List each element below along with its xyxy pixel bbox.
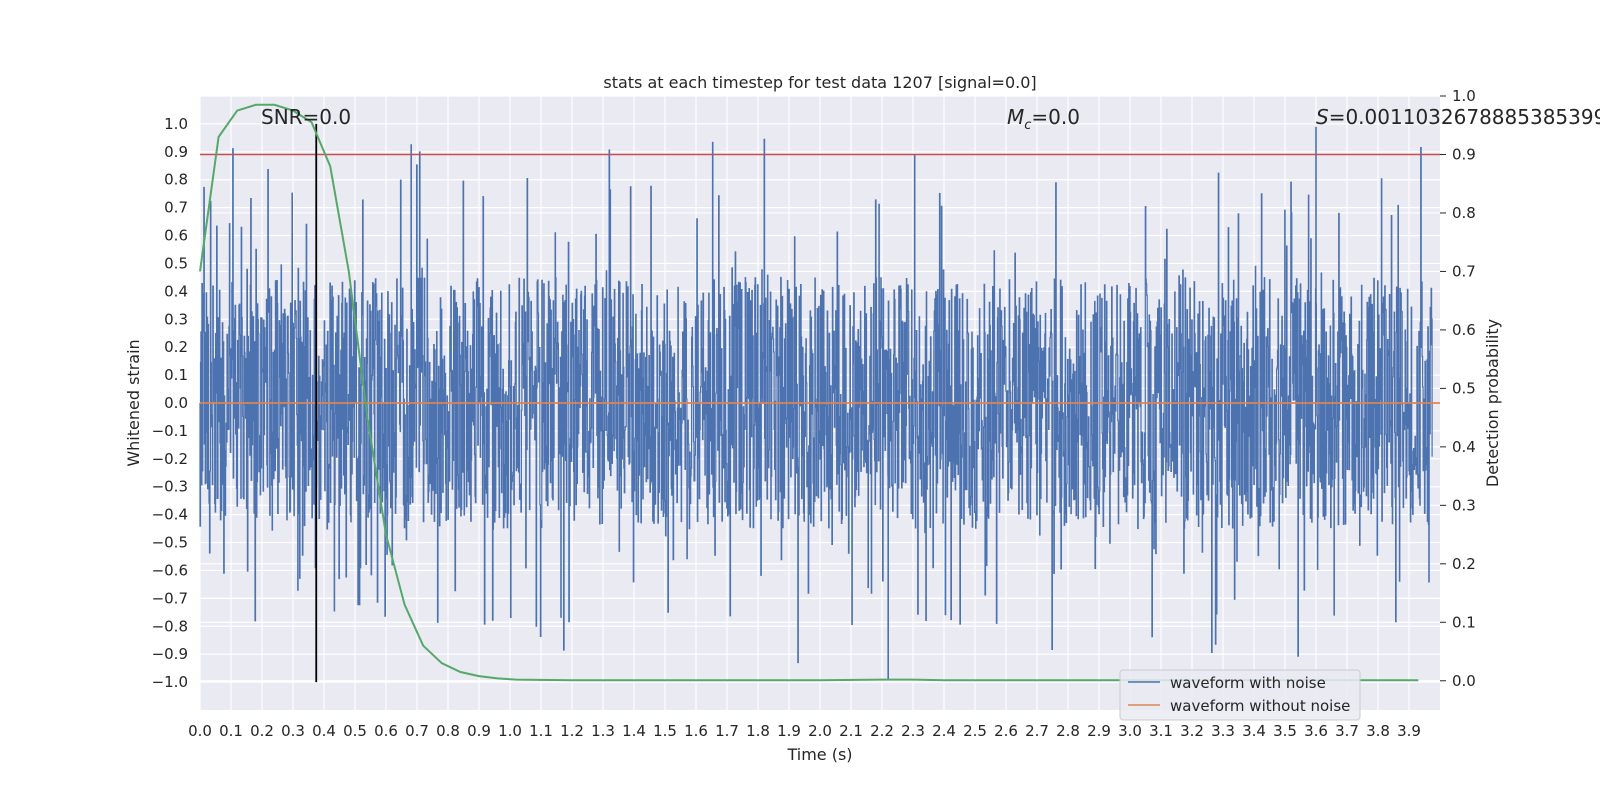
mc-annotation: Mc=0.0 <box>1007 105 1080 133</box>
x-tick-label: 1.8 <box>746 722 770 740</box>
x-tick-label: 0.8 <box>436 722 460 740</box>
legend: waveform with noise waveform without noi… <box>1119 669 1361 721</box>
y-tick-label: −0.1 <box>152 422 188 440</box>
y2-tick-label: 0.3 <box>1452 496 1476 514</box>
x-tick-label: 3.5 <box>1273 722 1297 740</box>
y2-tick-label: 0.5 <box>1452 379 1476 397</box>
y-tick-label: −0.3 <box>152 478 188 496</box>
y-tick-label: 0.5 <box>164 254 188 272</box>
y2-tick-label: 0.9 <box>1452 145 1476 163</box>
x-tick-label: 0.0 <box>188 722 212 740</box>
y2-tick-label: 0.1 <box>1452 613 1476 631</box>
x-tick-label: 3.6 <box>1304 722 1328 740</box>
x-tick-label: 3.2 <box>1180 722 1204 740</box>
y2-tick-label: 1.0 <box>1452 87 1476 105</box>
y-tick-label: 0.8 <box>164 171 188 189</box>
legend-label-clean: waveform without noise <box>1170 697 1350 715</box>
snr-annotation: SNR=0.0 <box>261 105 351 129</box>
y-tick-label: 0.9 <box>164 143 188 161</box>
x-tick-label: 2.1 <box>839 722 863 740</box>
legend-box <box>1119 669 1361 721</box>
y2-tick-label: 0.6 <box>1452 321 1476 339</box>
x-tick-label: 2.9 <box>1087 722 1111 740</box>
x-tick-label: 2.7 <box>1025 722 1049 740</box>
s-symbol: S <box>1316 105 1329 129</box>
x-tick-label: 3.1 <box>1149 722 1173 740</box>
x-tick-label: 0.7 <box>405 722 429 740</box>
x-tick-label: 2.3 <box>901 722 925 740</box>
s-annotation: S=0.0011032678885385399 <box>1316 105 1600 129</box>
x-tick-label: 0.3 <box>281 722 305 740</box>
y2-axis-label: Detection probability <box>1483 319 1502 487</box>
y-axis-label: Whitened strain <box>124 339 143 466</box>
y-tick-label: 0.0 <box>164 394 188 412</box>
y-tick-label: −0.6 <box>152 561 188 579</box>
mc-value: =0.0 <box>1031 105 1080 129</box>
y-tick-label: −0.5 <box>152 534 188 552</box>
y2-tick-label: 0.2 <box>1452 555 1476 573</box>
x-tick-label: 3.8 <box>1366 722 1390 740</box>
x-tick-label: 1.4 <box>622 722 646 740</box>
y-axis-ticks: 1.0 0.9 0.8 0.7 0.6 0.5 0.4 0.3 0.2 0.1 0.0 −0.1 −0.… <box>152 115 188 691</box>
x-tick-label: 1.5 <box>653 722 677 740</box>
y-tick-label: 0.2 <box>164 338 188 356</box>
x-tick-label: 1.1 <box>529 722 553 740</box>
y-tick-label: −0.2 <box>152 450 188 468</box>
y-tick-label: −1.0 <box>152 673 188 691</box>
x-tick-label: 0.9 <box>467 722 491 740</box>
y-tick-label: 0.6 <box>164 227 188 245</box>
x-axis-ticks: 0.0 0.1 0.2 0.3 0.4 0.5 0.6 0.7 0.8 0.9 1.0 1.1 1.2 1… <box>188 722 1421 740</box>
noise-trace <box>199 138 1433 664</box>
mc-subscript: c <box>1024 118 1031 133</box>
chart-title: stats at each timestep for test data 120… <box>603 73 1036 92</box>
x-tick-label: 1.2 <box>560 722 584 740</box>
noisy-waveform <box>199 126 1433 680</box>
x-tick-label: 2.2 <box>870 722 894 740</box>
y2-tick-label: 0.0 <box>1452 672 1476 690</box>
x-tick-label: 3.4 <box>1242 722 1266 740</box>
y2-tick-label: 0.4 <box>1452 438 1476 456</box>
x-tick-label: 1.7 <box>715 722 739 740</box>
x-tick-label: 0.5 <box>343 722 367 740</box>
y2-tick-label: 0.8 <box>1452 204 1476 222</box>
x-tick-label: 2.0 <box>808 722 832 740</box>
x-tick-label: 3.3 <box>1211 722 1235 740</box>
y2-tick-label: 0.7 <box>1452 262 1476 280</box>
y-tick-label: −0.7 <box>152 589 188 607</box>
y-tick-label: 0.4 <box>164 282 188 300</box>
y-tick-label: 0.3 <box>164 310 188 328</box>
x-tick-label: 3.7 <box>1335 722 1359 740</box>
x-tick-label: 0.6 <box>374 722 398 740</box>
x-tick-label: 0.2 <box>250 722 274 740</box>
y2-axis-ticks: 1.0 0.9 0.8 0.7 0.6 0.5 0.4 0.3 0.2 0.1 0.0 <box>1440 87 1476 690</box>
y-tick-label: −0.8 <box>152 617 188 635</box>
x-tick-label: 1.6 <box>684 722 708 740</box>
x-axis-label: Time (s) <box>786 745 852 764</box>
y-tick-label: −0.9 <box>152 645 188 663</box>
x-tick-label: 0.1 <box>219 722 243 740</box>
x-tick-label: 2.6 <box>994 722 1018 740</box>
x-tick-label: 1.3 <box>591 722 615 740</box>
x-tick-label: 0.4 <box>312 722 336 740</box>
y-tick-label: 0.1 <box>164 366 188 384</box>
x-tick-label: 1.0 <box>498 722 522 740</box>
x-tick-label: 1.9 <box>777 722 801 740</box>
detection-probability-line <box>199 103 1419 682</box>
x-tick-label: 3.0 <box>1118 722 1142 740</box>
legend-label-noise: waveform with noise <box>1170 674 1326 692</box>
overlays <box>199 103 1440 683</box>
y-tick-label: 1.0 <box>164 115 188 133</box>
y-tick-label: −0.4 <box>152 506 188 524</box>
x-tick-label: 2.8 <box>1056 722 1080 740</box>
s-value: =0.0011032678885385399 <box>1329 105 1600 129</box>
x-tick-label: 2.5 <box>963 722 987 740</box>
y-tick-label: 0.7 <box>164 199 188 217</box>
x-tick-label: 2.4 <box>932 722 956 740</box>
mc-symbol: M <box>1007 105 1024 129</box>
x-tick-label: 3.9 <box>1397 722 1421 740</box>
